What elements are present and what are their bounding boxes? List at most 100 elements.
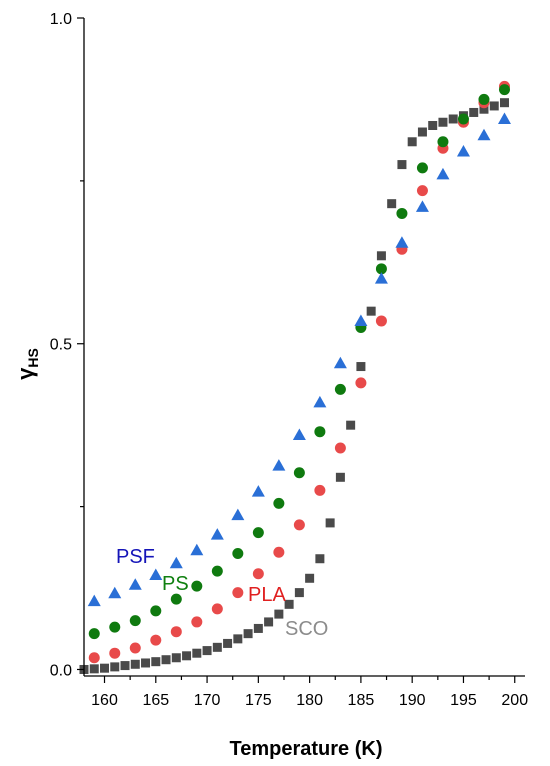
data-point-pla: [293, 519, 305, 531]
data-point-sco: [212, 642, 222, 652]
data-point-ps: [437, 136, 449, 148]
data-point-sco: [130, 659, 140, 669]
data-point-sco: [387, 199, 397, 209]
data-point-psf: [87, 594, 101, 607]
data-point-sco: [469, 107, 479, 117]
data-point-sco: [479, 104, 489, 114]
data-point-pla: [232, 587, 244, 599]
data-point-psf: [292, 428, 306, 440]
data-point-psf: [169, 556, 183, 569]
data-point-ps: [273, 497, 285, 509]
x-axis-title: Temperature (K): [230, 738, 383, 760]
data-point-sco: [274, 609, 284, 619]
data-point-sco: [233, 634, 243, 644]
data-point-ps: [88, 628, 100, 640]
data-point-sco: [448, 114, 458, 124]
y-tick-label: 0.0: [50, 662, 72, 679]
axes: 160 165 170 175 180 185 190 195 200 0.0 0.5 1.0: [50, 11, 528, 709]
data-point-psf: [149, 568, 163, 581]
data-point-sco: [315, 554, 325, 564]
data-point-psf: [128, 578, 142, 590]
data-point-sco: [182, 651, 192, 661]
data-point-psf: [313, 395, 327, 408]
data-point-ps: [170, 593, 182, 605]
data-point-sco: [89, 664, 99, 674]
data-point-sco: [356, 362, 366, 372]
data-point-psf: [333, 356, 347, 369]
series-label-psf: PSF: [116, 546, 155, 568]
data-point-sco: [417, 127, 427, 137]
data-point-ps: [293, 467, 305, 479]
data-point-psf: [477, 128, 491, 141]
data-point-psf: [354, 314, 368, 326]
series-pla: [88, 80, 510, 664]
y-axis-title: γHS: [13, 348, 41, 380]
data-point-sco: [171, 653, 181, 663]
data-point-sco: [192, 648, 202, 658]
data-point-sco: [100, 663, 110, 673]
x-tick-label: 200: [501, 692, 528, 709]
data-point-ps: [252, 527, 264, 539]
data-point-pla: [211, 603, 223, 615]
data-point-pla: [416, 185, 428, 197]
data-point-sco: [161, 655, 171, 665]
data-point-ps: [314, 426, 326, 438]
x-tick-label: 190: [399, 692, 426, 709]
data-point-sco: [499, 98, 509, 108]
data-point-ps: [396, 207, 408, 219]
x-tick-label: 185: [348, 692, 375, 709]
data-point-pla: [314, 484, 326, 496]
data-point-pla: [170, 626, 182, 638]
data-point-sco: [407, 137, 417, 147]
data-point-sco: [366, 306, 376, 316]
series-labels: SCO PLA PS PSF: [116, 546, 328, 640]
data-point-sco: [346, 420, 356, 430]
data-point-ps: [457, 113, 469, 125]
x-tick-label: 175: [245, 692, 272, 709]
data-point-sco: [151, 657, 161, 667]
x-tick-label: 160: [91, 692, 118, 709]
series-ps: [88, 84, 510, 640]
data-point-psf: [415, 200, 429, 212]
x-tick-label: 165: [142, 692, 169, 709]
data-point-ps: [109, 621, 121, 633]
y-axis-title-sub: HS: [25, 348, 41, 367]
data-point-sco: [120, 661, 130, 671]
data-point-pla: [191, 616, 203, 628]
data-point-psf: [251, 485, 265, 497]
data-point-psf: [456, 145, 470, 157]
data-point-pla: [129, 642, 141, 654]
series-label-pla: PLA: [248, 584, 286, 606]
data-point-pla: [109, 647, 121, 659]
data-point-psf: [272, 459, 286, 471]
data-point-sco: [325, 518, 335, 528]
data-point-ps: [129, 615, 141, 627]
data-point-sco: [284, 599, 294, 609]
data-point-ps: [416, 162, 428, 174]
y-tick-label: 0.5: [50, 337, 72, 354]
data-point-psf: [190, 543, 204, 556]
data-point-pla: [334, 442, 346, 454]
series-psf: [87, 112, 511, 607]
data-point-sco: [428, 120, 438, 130]
data-point-ps: [375, 263, 387, 275]
data-point-psf: [231, 508, 245, 521]
data-point-sco: [397, 160, 407, 170]
y-axis-title-main: γ: [13, 367, 38, 380]
data-point-sco: [141, 658, 151, 668]
data-point-sco: [264, 617, 274, 627]
data-point-sco: [110, 662, 120, 672]
data-point-psf: [210, 528, 224, 540]
data-point-sco: [305, 573, 315, 583]
series-label-ps: PS: [162, 573, 189, 595]
data-point-psf: [395, 236, 409, 248]
data-point-sco: [438, 117, 448, 127]
data-point-pla: [273, 546, 285, 558]
data-point-ps: [232, 548, 244, 560]
data-point-sco: [223, 638, 233, 648]
data-point-sco: [489, 101, 499, 111]
data-point-ps: [191, 580, 203, 592]
x-tick-label: 195: [450, 692, 477, 709]
data-point-psf: [108, 586, 122, 599]
